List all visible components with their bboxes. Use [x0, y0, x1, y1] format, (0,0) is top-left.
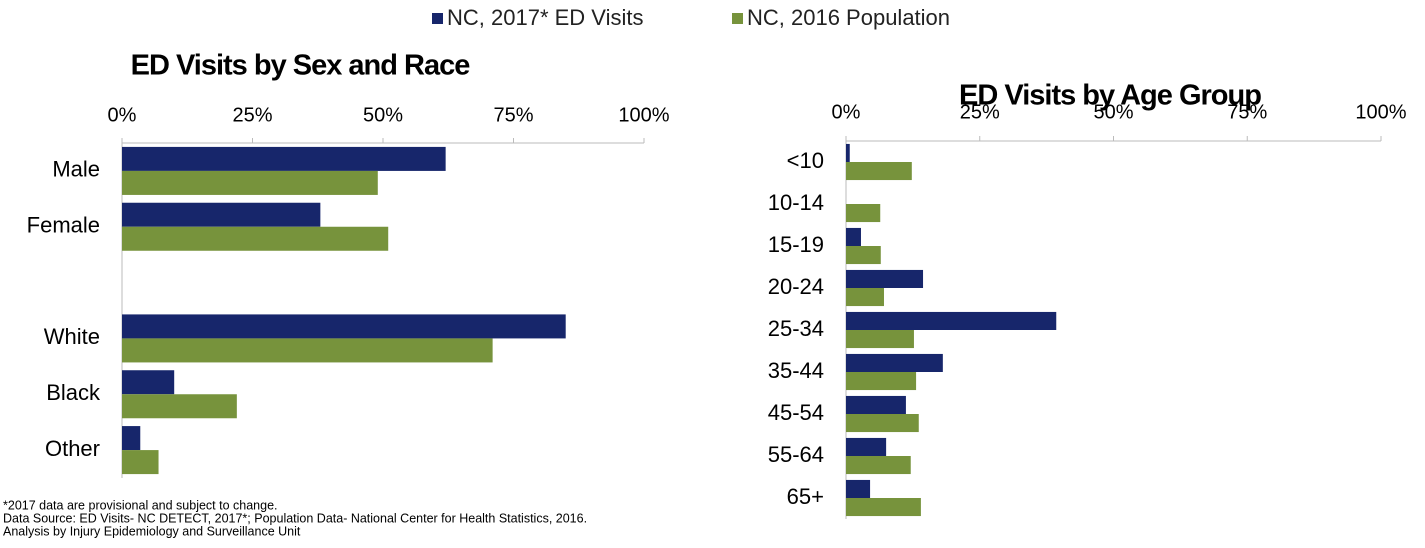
- bar: [846, 227, 861, 246]
- bar: [122, 202, 321, 227]
- bar: [846, 498, 921, 517]
- y-tick-label: Female: [27, 213, 100, 238]
- y-tick-label: 65+: [787, 484, 824, 509]
- y-tick-label: Black: [46, 380, 101, 405]
- bar: [122, 426, 141, 451]
- chart-title: ED Visits by Sex and Race: [131, 50, 471, 82]
- y-tick-label: 20-24: [768, 274, 824, 299]
- footnote: *2017 data are provisional and subject t…: [3, 498, 278, 512]
- x-tick-label: 75%: [493, 104, 533, 126]
- footnote: Analysis by Injury Epidemiology and Surv…: [3, 524, 301, 538]
- x-tick-label: 25%: [232, 104, 272, 126]
- bar: [846, 456, 911, 475]
- x-tick-label: 0%: [108, 104, 137, 126]
- bar: [846, 414, 919, 433]
- legend-swatch: [732, 13, 743, 24]
- legend-label: NC, 2017* ED Visits: [447, 5, 643, 30]
- y-tick-label: Male: [52, 157, 100, 182]
- bar: [846, 437, 887, 456]
- bar: [846, 246, 881, 265]
- y-tick-label: 35-44: [768, 358, 824, 383]
- y-tick-label: 15-19: [768, 232, 824, 257]
- bar: [122, 370, 175, 395]
- bar: [846, 288, 884, 307]
- bar: [846, 372, 917, 391]
- bar: [846, 353, 943, 372]
- y-tick-label: 55-64: [768, 442, 824, 467]
- footnote: Data Source: ED Visits- NC DETECT, 2017*…: [3, 511, 587, 525]
- bar: [122, 450, 159, 475]
- x-tick-label: 50%: [1093, 101, 1133, 123]
- x-tick-label: 75%: [1227, 101, 1267, 123]
- y-tick-label: 10-14: [768, 190, 824, 215]
- x-tick-label: 100%: [1355, 101, 1406, 123]
- bar: [122, 146, 446, 171]
- bar: [846, 311, 1057, 330]
- x-tick-label: 0%: [832, 101, 861, 123]
- bar: [846, 330, 914, 349]
- x-tick-label: 25%: [960, 101, 1000, 123]
- chart-title: ED Visits by Age Group: [959, 80, 1261, 112]
- y-tick-label: White: [44, 324, 100, 349]
- y-tick-label: 25-34: [768, 316, 824, 341]
- bar: [846, 143, 850, 162]
- y-tick-label: 45-54: [768, 400, 824, 425]
- bar: [846, 395, 906, 414]
- bar: [122, 338, 493, 363]
- bar: [122, 226, 389, 251]
- bar: [846, 204, 881, 223]
- x-tick-label: 50%: [363, 104, 403, 126]
- bar: [122, 314, 566, 339]
- bar: [846, 162, 912, 181]
- y-tick-label: Other: [45, 436, 100, 461]
- y-tick-label: <10: [787, 148, 824, 173]
- legend-swatch: [432, 13, 443, 24]
- x-tick-label: 100%: [618, 104, 669, 126]
- bar: [122, 170, 378, 195]
- legend-label: NC, 2016 Population: [747, 5, 950, 30]
- bar: [846, 479, 871, 498]
- bar: [846, 269, 924, 288]
- bar: [122, 394, 237, 419]
